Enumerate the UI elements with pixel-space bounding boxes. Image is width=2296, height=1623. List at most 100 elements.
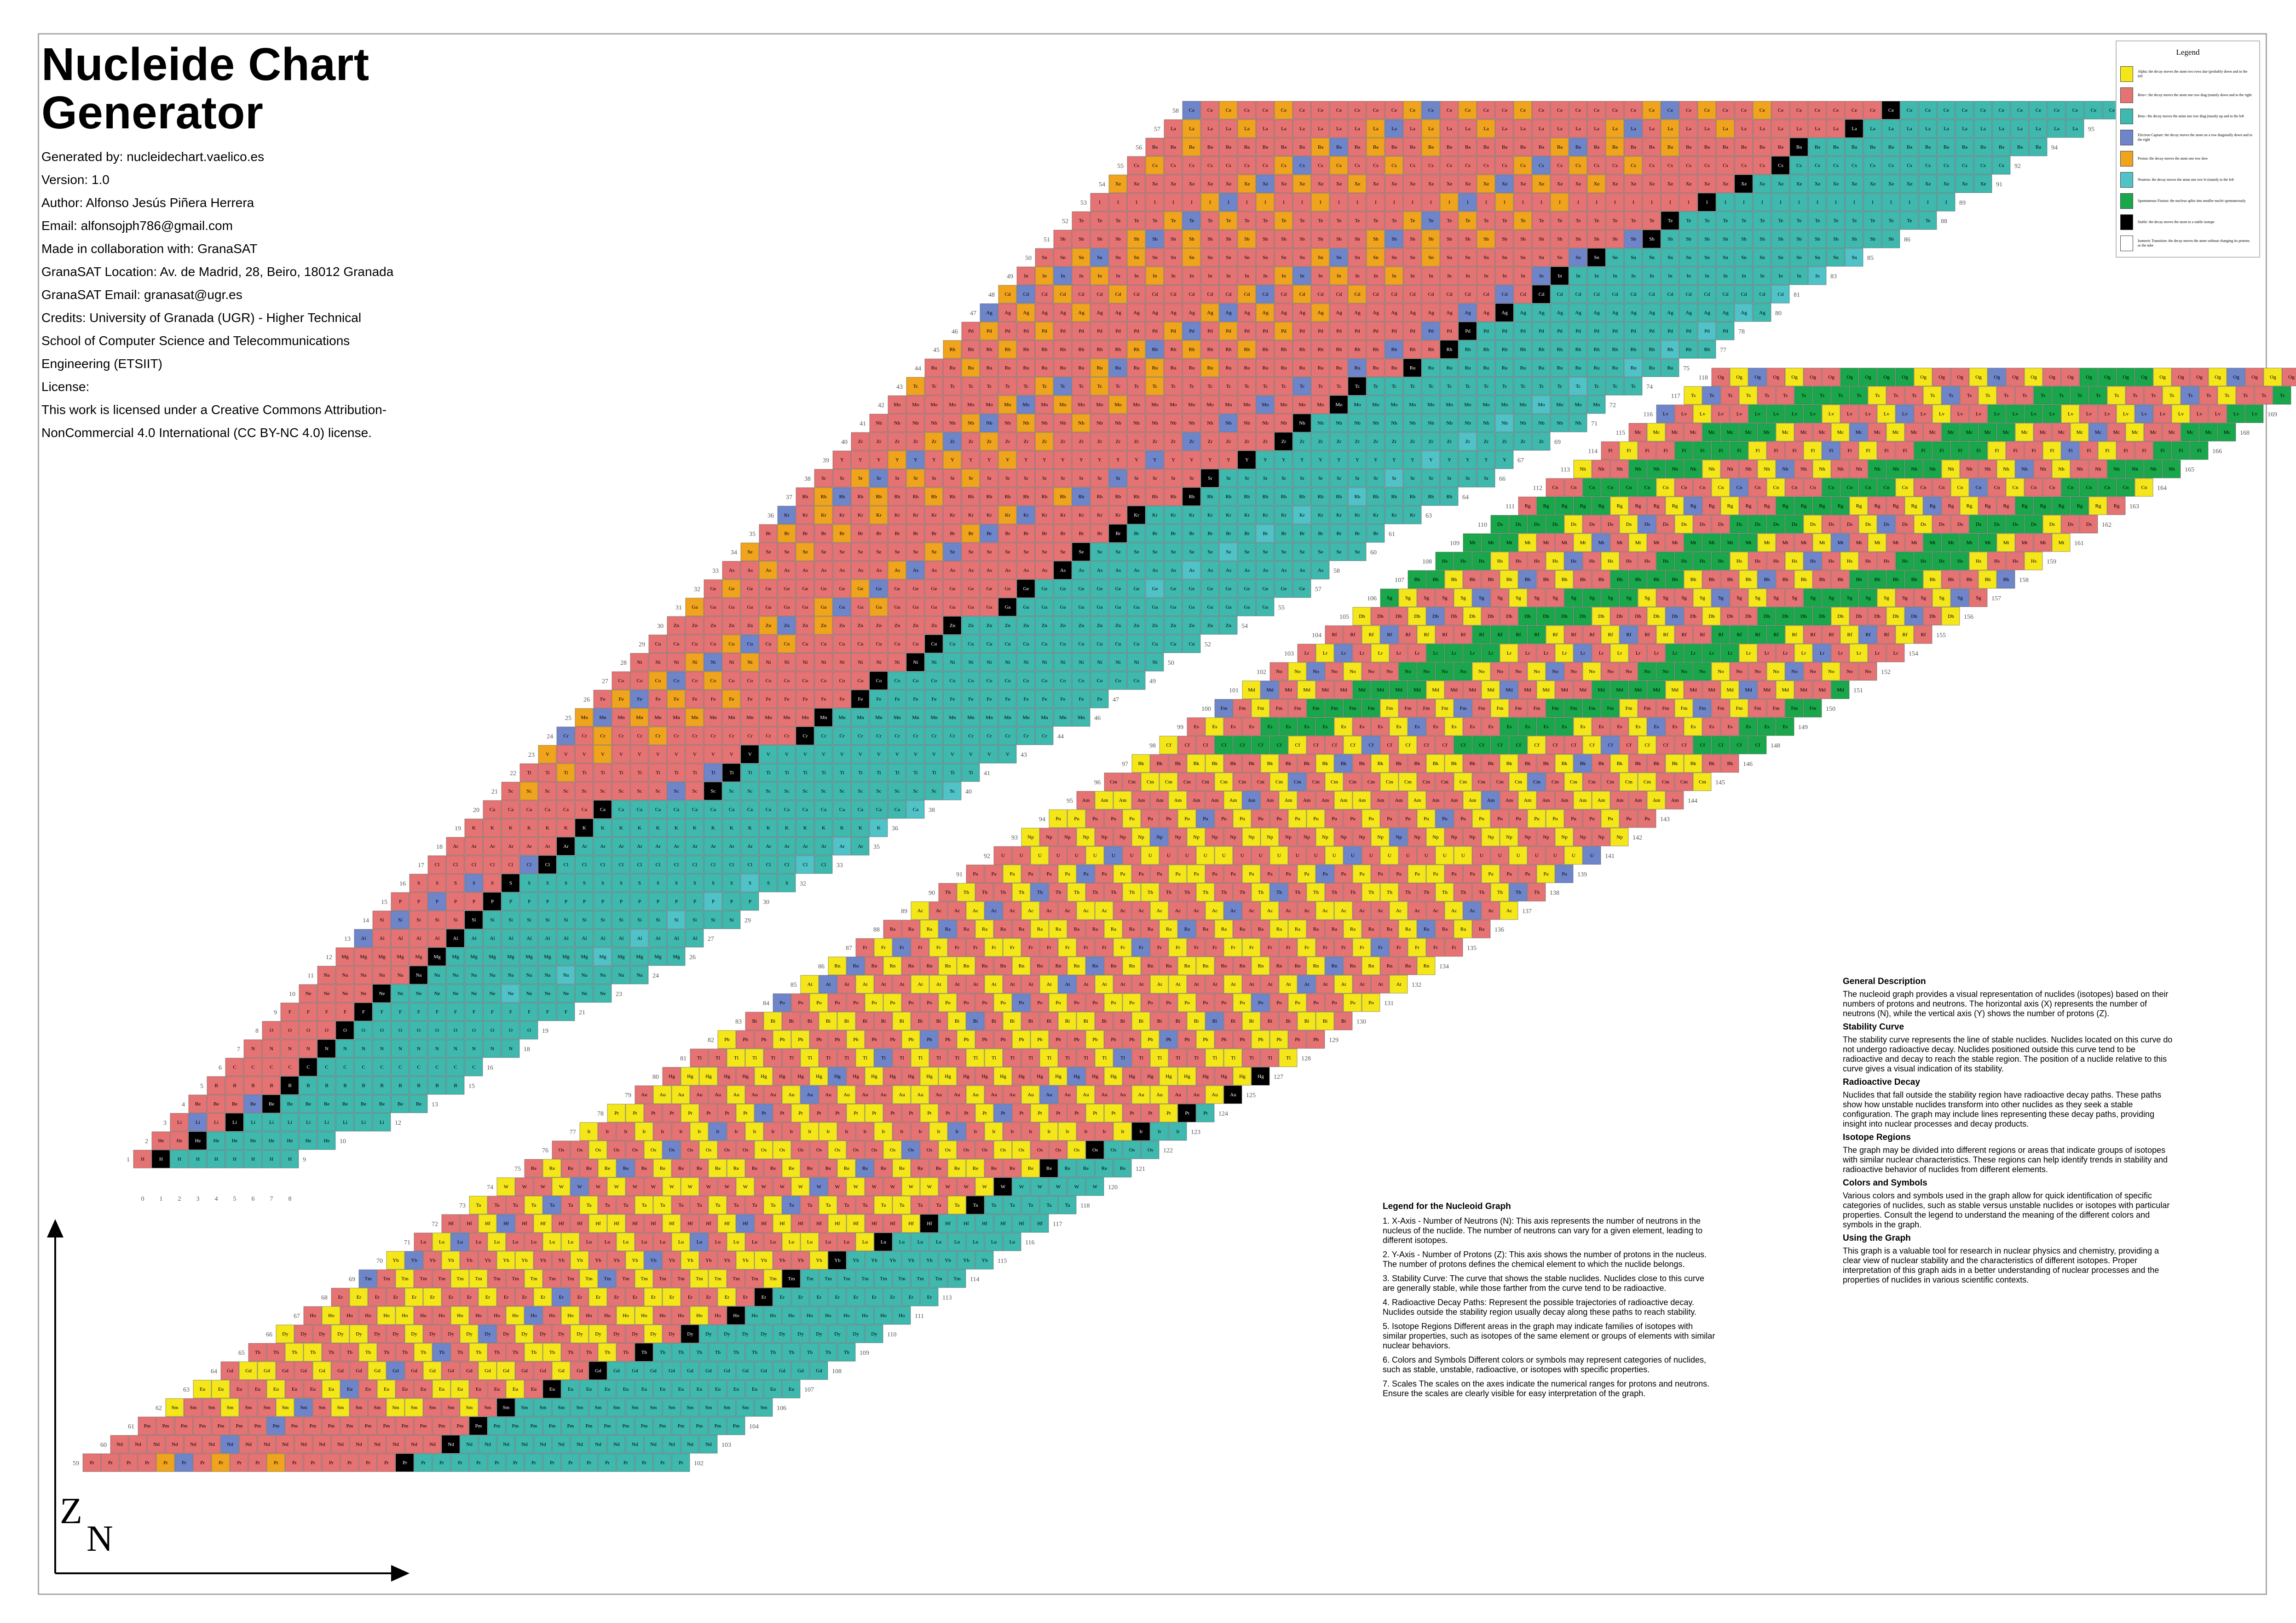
nuclide-cell <box>372 1113 391 1132</box>
nuclide-cell <box>556 1002 575 1021</box>
nuclide-symbol: H <box>214 1157 218 1162</box>
nuclide-cell <box>243 1039 262 1058</box>
nuclide-symbol: F <box>509 1009 512 1015</box>
nuclide-symbol: C <box>435 1065 438 1070</box>
nuclide-cell <box>538 1002 557 1021</box>
nuclide-symbol: F <box>473 1009 475 1015</box>
nuclide-symbol: O <box>325 1028 329 1033</box>
nuclide-cell <box>446 1021 465 1040</box>
nuclide-cell <box>335 1113 354 1132</box>
nuclide-symbol: Li <box>251 1120 255 1125</box>
nuclide-symbol: Ne <box>306 991 312 996</box>
nuclide-symbol: Li <box>324 1120 329 1125</box>
nuclide-symbol: Li <box>288 1120 292 1125</box>
nuclide-cell <box>483 1039 502 1058</box>
nuclide-symbol: Ne <box>342 991 348 996</box>
nuclide-cell <box>207 1076 225 1095</box>
nuclide-symbol: Li <box>232 1120 237 1125</box>
nuclide-symbol: B <box>417 1083 420 1088</box>
nuclide-cell <box>317 1113 336 1132</box>
nuclide-symbol: Be <box>416 1101 421 1107</box>
nuclide-row: F F F F F F F F F F F F F F F F9 21 <box>274 1002 585 1021</box>
nuclide-symbol: H <box>196 1157 200 1162</box>
nuclide-symbol: O <box>509 1028 513 1033</box>
nuclide-cell <box>464 1058 483 1076</box>
nuclide-cell <box>335 1076 354 1095</box>
nuclide-cell <box>299 1076 317 1095</box>
nuclide-symbol: N <box>417 1046 421 1052</box>
nuclide-cell <box>280 1058 299 1076</box>
nuclide-cell <box>280 1094 299 1113</box>
header-panel: Nucleide Chart Generator Generated by: n… <box>41 40 492 444</box>
nuclide-cell <box>354 984 373 1003</box>
nuclide-cell <box>464 1002 483 1021</box>
nuclide-cell <box>409 1002 428 1021</box>
header-line: Engineering (ETSIIT) <box>41 352 492 375</box>
nuclide-symbol: He <box>306 1138 312 1144</box>
nuclide-symbol: F <box>399 1009 402 1015</box>
nuclide-symbol: H <box>233 1157 237 1162</box>
nuclide-symbol: B <box>214 1083 218 1088</box>
nuclide-symbol: O <box>306 1028 310 1033</box>
nuclide-cell <box>151 1150 170 1168</box>
nuclide-cell <box>243 1076 262 1095</box>
nuclide-cell <box>170 1150 189 1168</box>
nuclide-cell <box>225 1058 244 1076</box>
nuclide-cell <box>243 1150 262 1168</box>
nuclide-symbol: B <box>454 1083 457 1088</box>
nuclide-cell <box>188 1094 207 1113</box>
nuclide-cell <box>207 1094 225 1113</box>
nuclide-symbol: O <box>472 1028 476 1033</box>
nuclide-cell <box>501 1021 520 1040</box>
nuclide-cell <box>391 984 410 1003</box>
nuclide-cell <box>372 1039 391 1058</box>
nuclide-cell <box>354 1094 373 1113</box>
nuclide-symbol: Li <box>214 1120 219 1125</box>
z-row-label: 8 <box>255 1028 259 1035</box>
nuclide-symbol: Ne <box>324 991 330 996</box>
nuclide-cell <box>317 1076 336 1095</box>
nuclide-cell <box>299 1113 317 1132</box>
nuclide-symbol: B <box>306 1083 310 1088</box>
nuclide-cell <box>391 1039 410 1058</box>
nuclide-cell <box>262 1113 281 1132</box>
nuclide-symbol: Be <box>250 1101 256 1107</box>
nuclide-symbol: O <box>288 1028 292 1033</box>
z-row-label: 6 <box>219 1065 222 1071</box>
nuclide-symbol: Ne <box>471 991 477 996</box>
header-line: License: <box>41 375 492 398</box>
n-row-end-label: 21 <box>579 1009 585 1016</box>
nuclide-symbol: Be <box>306 1101 311 1107</box>
nuclide-symbol: N <box>288 1046 292 1052</box>
nuclide-cell <box>335 1002 354 1021</box>
nuclide-cell <box>427 984 446 1003</box>
header-line: Credits: University of Granada (UGR) - H… <box>41 306 492 329</box>
nuclide-symbol: O <box>398 1028 402 1033</box>
nuclide-symbol: O <box>343 1028 347 1033</box>
nuclide-symbol: He <box>287 1138 293 1144</box>
header-line: School of Computer Science and Telecommu… <box>41 329 492 352</box>
nuclide-symbol: Ne <box>490 991 496 996</box>
nuclide-cell <box>243 1058 262 1076</box>
nuclide-symbol: Li <box>361 1120 366 1125</box>
page-title: Nucleide Chart Generator <box>41 40 492 137</box>
nuclide-cell <box>501 984 520 1003</box>
nuclide-symbol: Be <box>361 1101 366 1107</box>
nuclide-cell <box>243 1131 262 1150</box>
nuclide-symbol: He <box>213 1138 219 1144</box>
n-row-end-label: 18 <box>524 1046 530 1053</box>
nuclide-cell <box>299 1058 317 1076</box>
nuclide-cell <box>354 1021 373 1040</box>
z-row-label: 4 <box>182 1101 185 1108</box>
nuclide-cell <box>427 1002 446 1021</box>
nuclide-cell <box>225 1094 244 1113</box>
nuclide-symbol: Ne <box>379 991 385 996</box>
n-row-end-label: 13 <box>432 1101 438 1108</box>
nuclide-cell <box>170 1131 189 1150</box>
nuclide-cell <box>170 1113 189 1132</box>
nuclide-cell <box>446 1039 465 1058</box>
header-line: Email: alfonsojph786@gmail.com <box>41 214 492 237</box>
nuclide-cell <box>335 1039 354 1058</box>
